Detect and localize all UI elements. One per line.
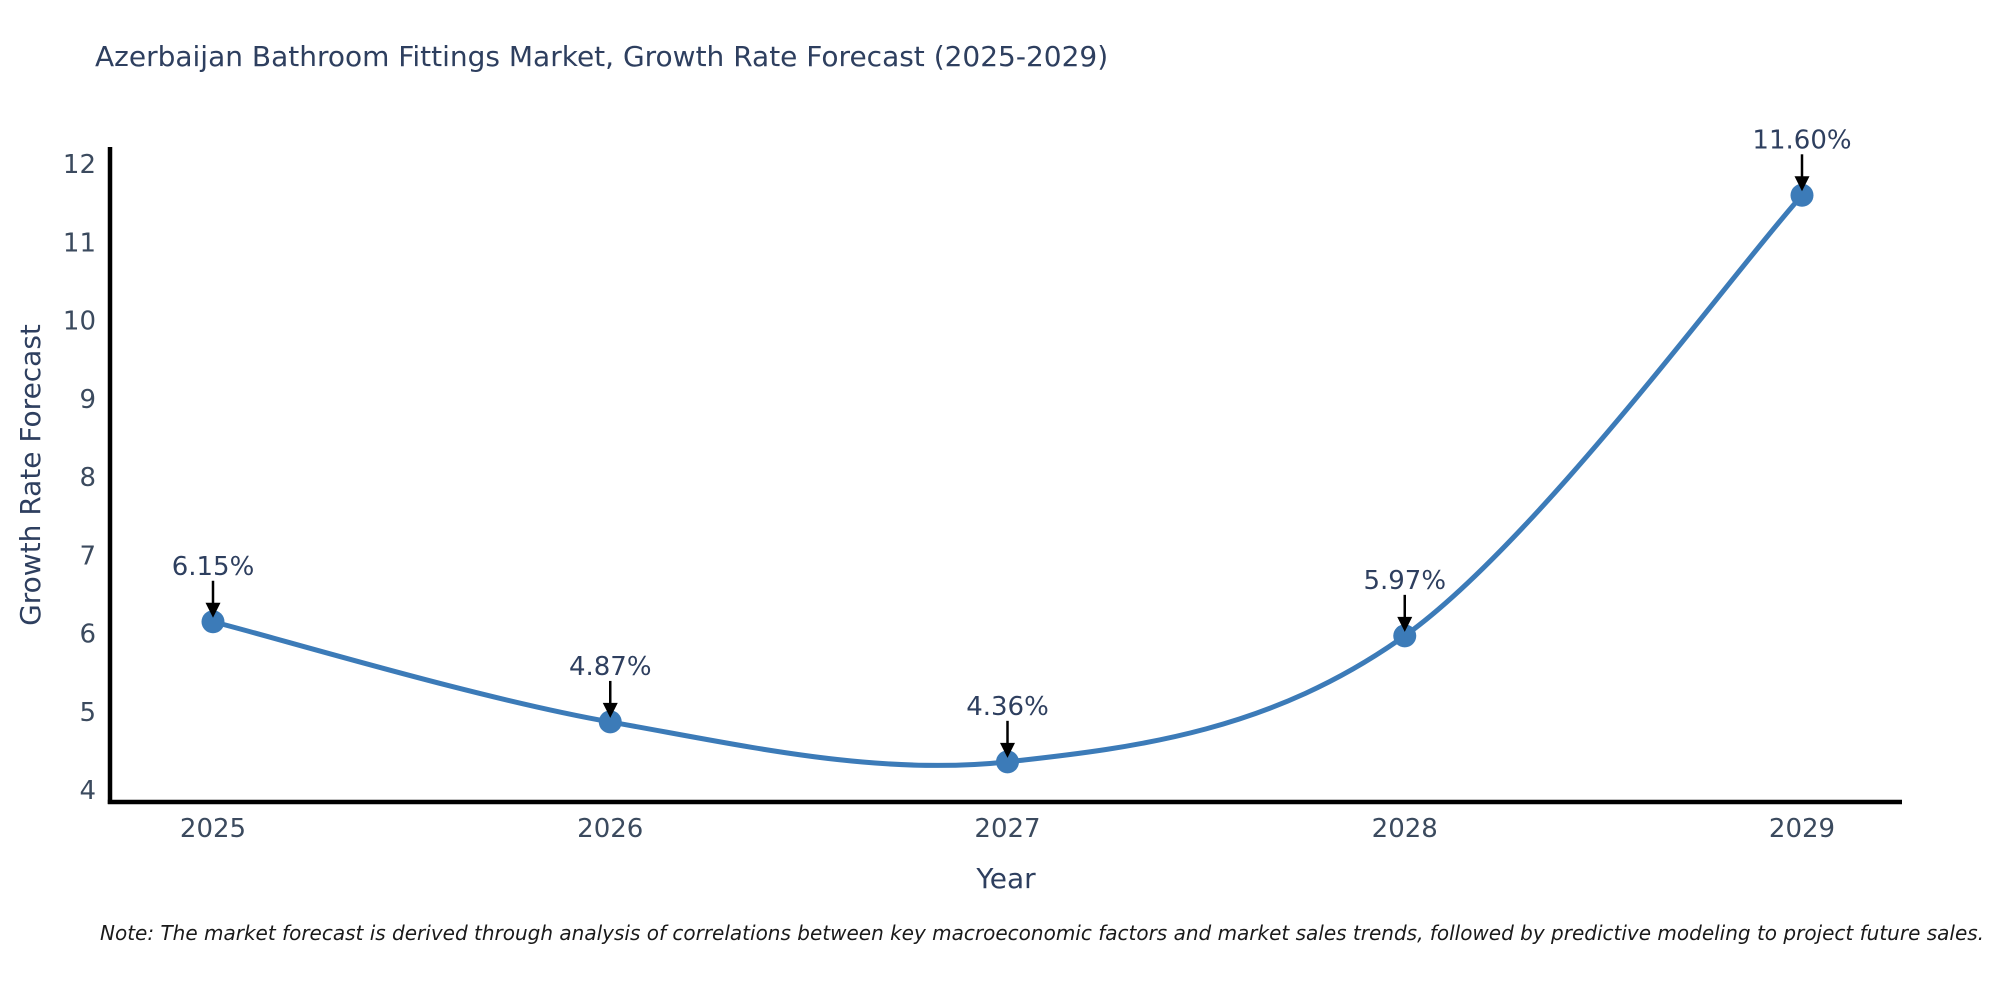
chart-title: Azerbaijan Bathroom Fittings Market, Gro…	[95, 40, 1108, 73]
data-point-marker	[1393, 624, 1417, 648]
y-tick-label: 4	[79, 776, 96, 806]
annotation-label: 5.97%	[1363, 566, 1446, 596]
y-tick-label: 11	[63, 228, 96, 258]
y-axis-title: Growth Rate Forecast	[14, 324, 47, 626]
y-tick-label: 5	[79, 698, 96, 728]
annotation-arrow-head	[1397, 616, 1413, 632]
annotation-label: 11.60%	[1752, 125, 1851, 155]
annotation-label: 4.87%	[569, 652, 652, 682]
x-tick-label: 2027	[974, 814, 1040, 844]
y-tick-label: 9	[79, 385, 96, 415]
x-tick-label: 2025	[180, 814, 246, 844]
data-point-marker	[996, 750, 1019, 774]
annotation-arrow-head	[1794, 176, 1810, 192]
y-tick-label: 8	[79, 463, 96, 493]
data-point-marker	[201, 610, 225, 634]
plot-layer: 4 5 6 7 8 9 10 11 12 2025 2026 2027 2028 2029 6.15% 4.8…	[63, 125, 1902, 844]
annotation-arrow-head	[205, 602, 221, 618]
y-tick-label: 12	[63, 150, 96, 180]
data-point-marker	[1790, 183, 1814, 207]
forecast-line	[210, 192, 1805, 768]
x-tick-label: 2026	[577, 814, 643, 844]
y-tick-label: 6	[79, 620, 96, 650]
y-tick-label: 7	[79, 541, 96, 571]
annotation-arrow-head	[1000, 742, 1015, 758]
x-tick-label: 2028	[1372, 814, 1438, 844]
y-tick-label: 10	[63, 307, 96, 337]
x-tick-label: 2029	[1769, 814, 1835, 844]
annotation-arrow-head	[602, 702, 618, 718]
annotation-label: 6.15%	[172, 552, 255, 582]
data-point-marker	[598, 710, 622, 734]
x-axis-title: Year	[975, 862, 1036, 895]
footnote: Note: The market forecast is derived thr…	[100, 921, 1984, 945]
annotation-label: 4.36%	[966, 692, 1049, 722]
